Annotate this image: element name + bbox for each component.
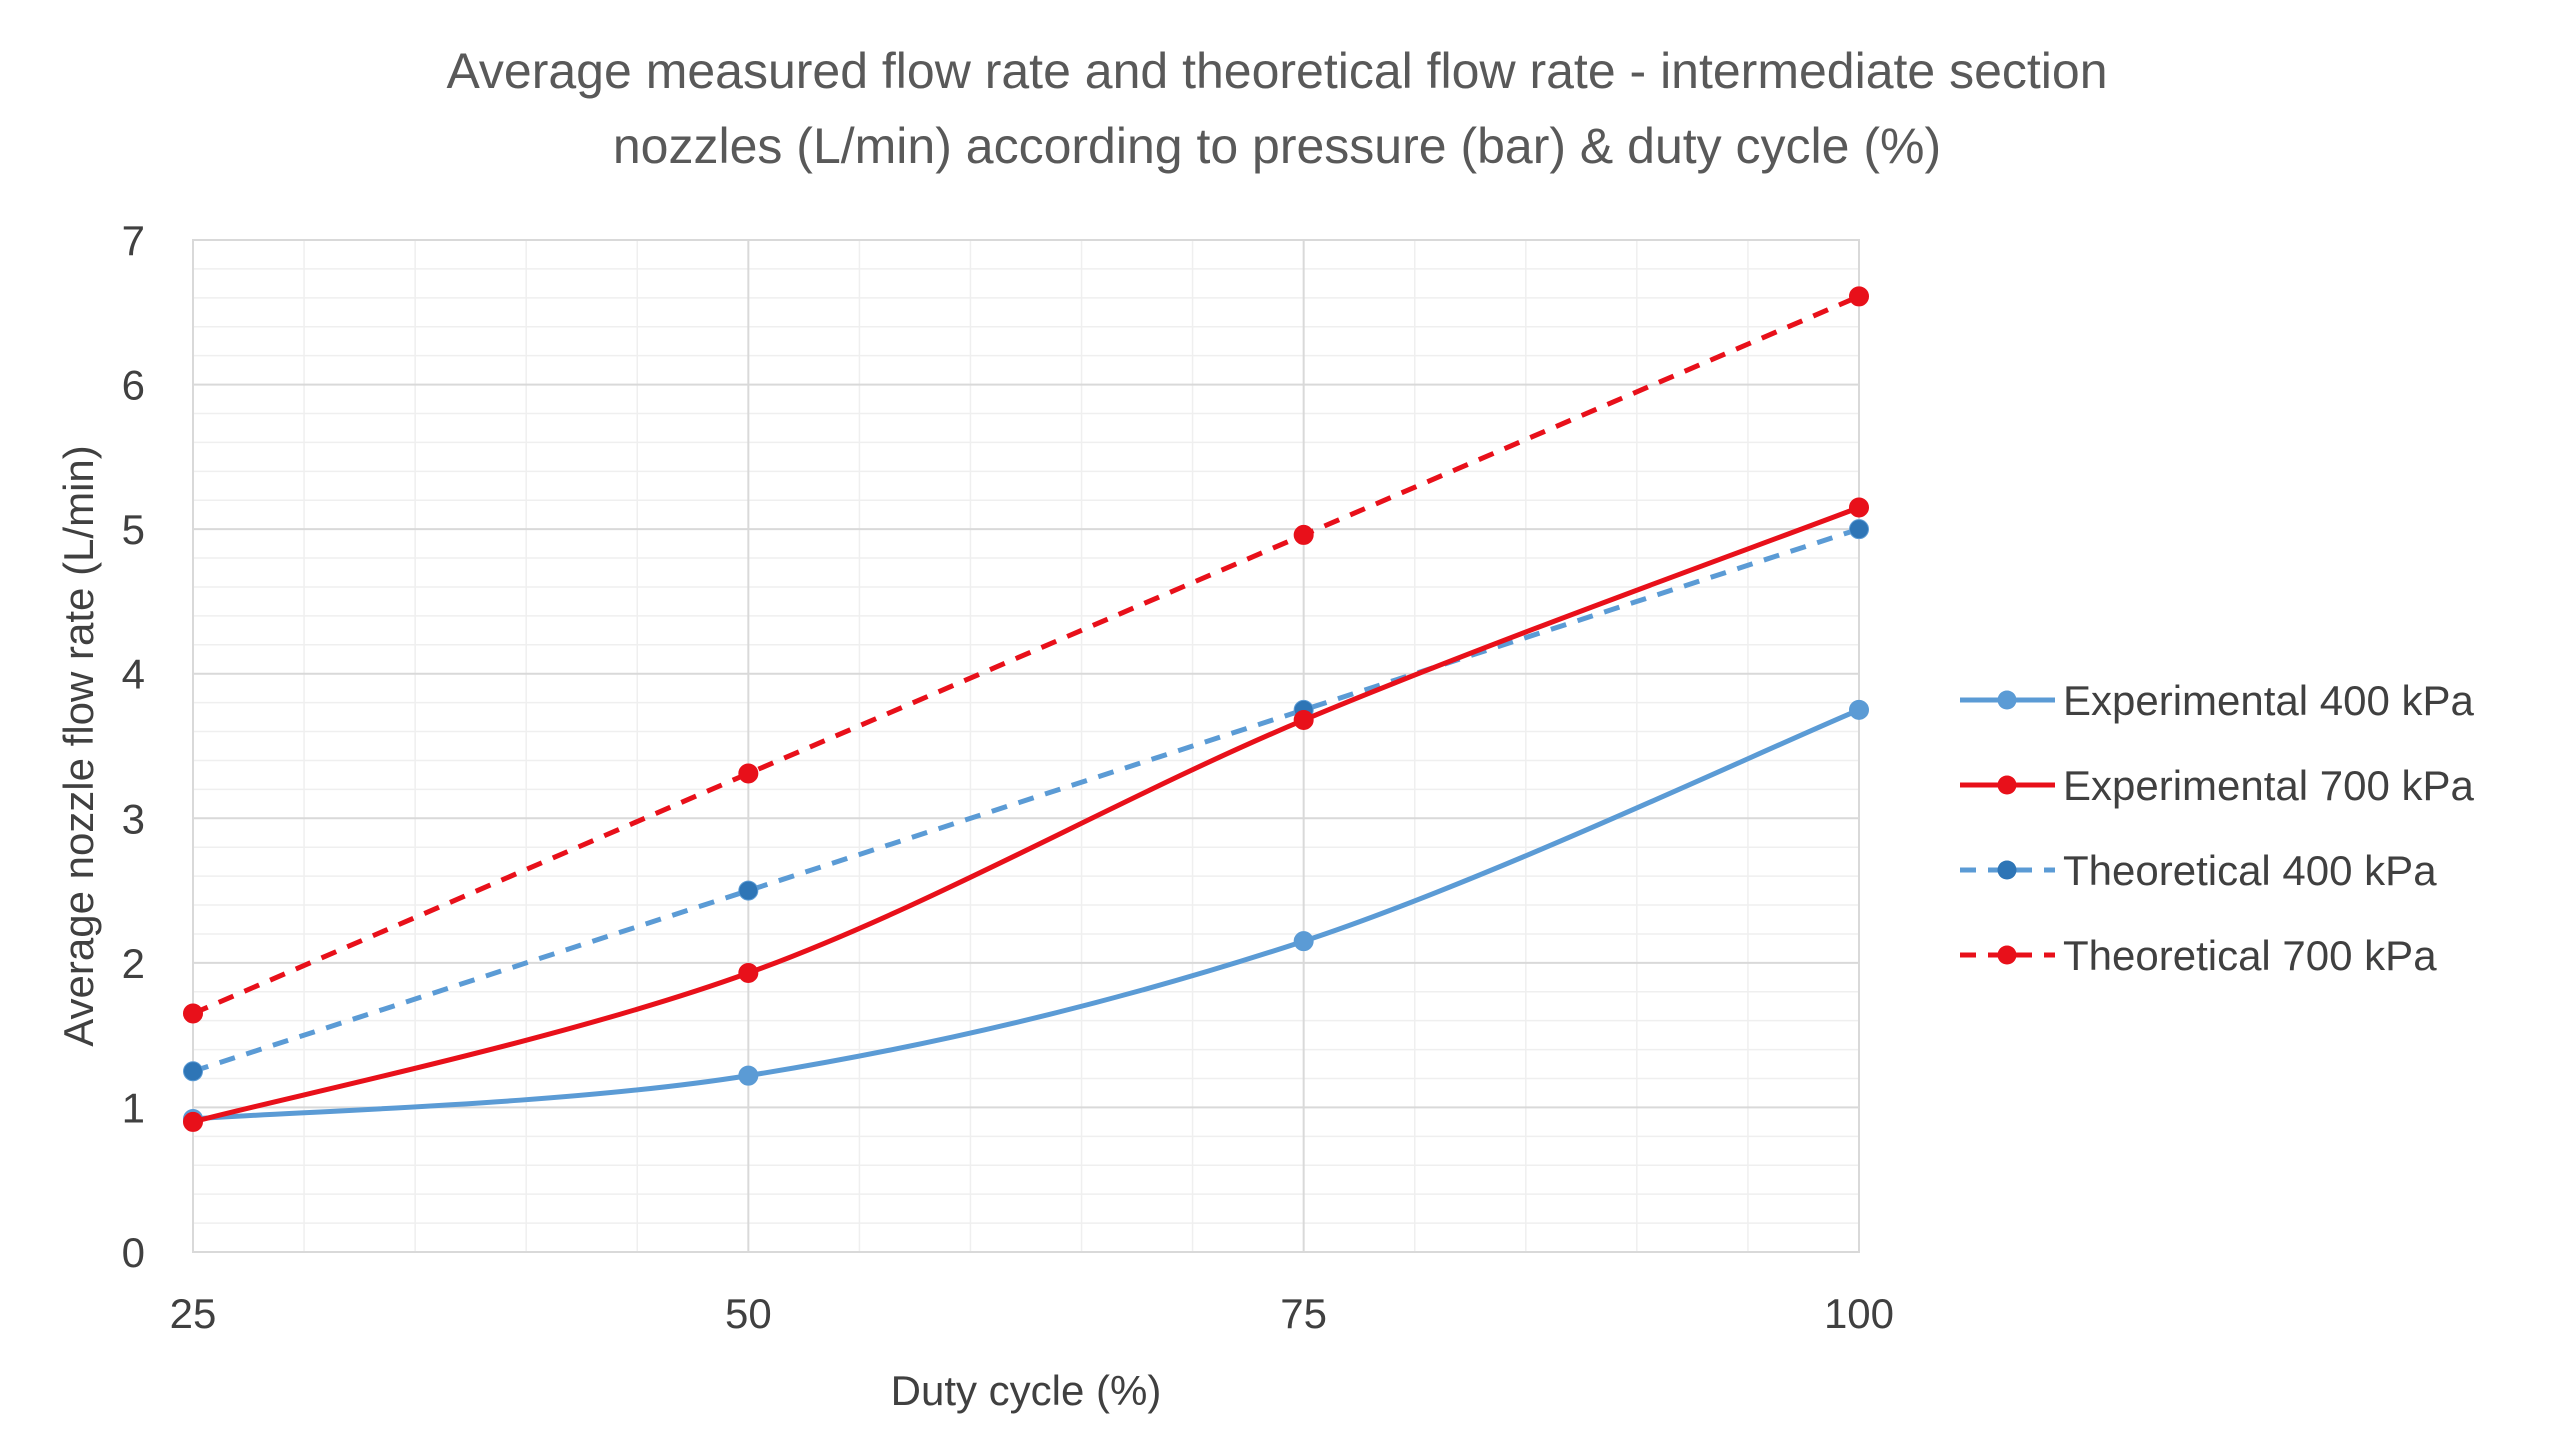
x-tick-label: 25	[170, 1290, 217, 1337]
legend-swatch-marker	[1997, 775, 2017, 795]
data-point-experimental-700-kpa-100	[1849, 497, 1869, 518]
chart-title-line-2: nozzles (L/min) according to pressure (b…	[613, 118, 1941, 174]
data-point-experimental-400-kpa-75	[1293, 931, 1314, 952]
legend-label: Theoretical 400 kPa	[2063, 847, 2437, 894]
x-tick-label: 75	[1280, 1290, 1327, 1337]
data-point-theoretical-400-kpa-25	[183, 1061, 203, 1082]
data-point-experimental-400-kpa-50	[738, 1065, 759, 1086]
y-tick-label: 6	[122, 362, 145, 409]
legend-item-theoretical-700-kpa: Theoretical 700 kPa	[1960, 932, 2437, 979]
y-tick-label: 3	[122, 795, 145, 842]
y-tick-label: 2	[122, 940, 145, 987]
series-line-experimental-700-kpa	[192, 505, 1860, 1125]
series-theoretical-700-kpa	[183, 286, 1869, 1024]
series-theoretical-400-kpa	[183, 519, 1869, 1082]
data-point-experimental-700-kpa-25	[183, 1111, 203, 1132]
data-point-theoretical-700-kpa-50	[738, 763, 759, 784]
data-point-theoretical-700-kpa-25	[183, 1003, 203, 1024]
plot-area-border	[192, 239, 1860, 1253]
data-point-theoretical-700-kpa-100	[1849, 286, 1869, 307]
y-tick-label: 4	[122, 651, 145, 698]
data-point-theoretical-700-kpa-75	[1293, 524, 1314, 545]
legend-item-theoretical-400-kpa: Theoretical 400 kPa	[1960, 847, 2437, 894]
legend-swatch-marker	[1997, 690, 2017, 710]
y-axis-ticks: 0 1 2 3 4 5 6 7	[122, 217, 145, 1276]
minor-gridlines	[193, 240, 1859, 1252]
y-tick-label: 1	[122, 1084, 145, 1131]
data-point-experimental-400-kpa-100	[1849, 699, 1869, 720]
legend-label: Experimental 400 kPa	[2063, 677, 2475, 724]
data-point-experimental-700-kpa-75	[1293, 709, 1314, 730]
y-tick-label: 5	[122, 506, 145, 553]
y-axis-label: Average nozzle flow rate (L/min)	[55, 445, 102, 1047]
legend-label: Experimental 700 kPa	[2063, 762, 2475, 809]
legend-item-experimental-400-kpa: Experimental 400 kPa	[1960, 677, 2475, 724]
series-line-theoretical-700-kpa	[192, 294, 1860, 1016]
x-axis-ticks: 25 50 75 100	[170, 1290, 1894, 1337]
x-tick-label: 50	[725, 1290, 772, 1337]
data-point-experimental-700-kpa-50	[738, 962, 759, 983]
series-line-theoretical-400-kpa	[192, 526, 1860, 1074]
data-point-theoretical-400-kpa-50	[738, 880, 759, 901]
data-point-theoretical-400-kpa-100	[1849, 519, 1869, 540]
x-tick-label: 100	[1824, 1290, 1894, 1337]
legend-item-experimental-700-kpa: Experimental 700 kPa	[1960, 762, 2475, 809]
legend: Experimental 400 kPa Experimental 700 kPa…	[1960, 677, 2475, 979]
x-axis-label: Duty cycle (%)	[891, 1367, 1162, 1414]
series-experimental-700-kpa	[183, 497, 1869, 1132]
y-tick-label: 0	[122, 1229, 145, 1276]
major-gridlines	[192, 239, 1860, 1253]
series-layer	[183, 286, 1869, 1132]
legend-swatch-marker	[1997, 860, 2017, 880]
y-tick-label: 7	[122, 217, 145, 264]
chart-title-line-1: Average measured flow rate and theoretic…	[446, 43, 2107, 99]
legend-label: Theoretical 700 kPa	[2063, 932, 2437, 979]
legend-swatch-marker	[1997, 945, 2017, 965]
series-line-experimental-400-kpa	[192, 707, 1860, 1122]
